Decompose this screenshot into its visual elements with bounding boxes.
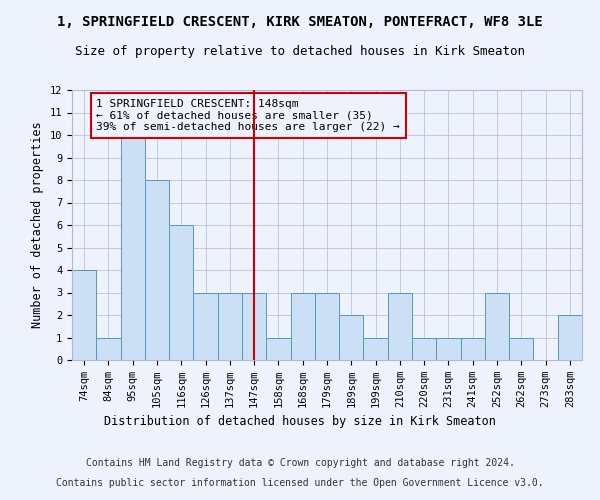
Text: 1 SPRINGFIELD CRESCENT: 148sqm
← 61% of detached houses are smaller (35)
39% of : 1 SPRINGFIELD CRESCENT: 148sqm ← 61% of … xyxy=(96,99,400,132)
Bar xyxy=(218,292,242,360)
Y-axis label: Number of detached properties: Number of detached properties xyxy=(31,122,44,328)
Bar xyxy=(121,135,145,360)
Text: 1, SPRINGFIELD CRESCENT, KIRK SMEATON, PONTEFRACT, WF8 3LE: 1, SPRINGFIELD CRESCENT, KIRK SMEATON, P… xyxy=(57,15,543,29)
Bar xyxy=(290,292,315,360)
Bar xyxy=(388,292,412,360)
Text: Size of property relative to detached houses in Kirk Smeaton: Size of property relative to detached ho… xyxy=(75,45,525,58)
Bar xyxy=(364,338,388,360)
Text: Contains public sector information licensed under the Open Government Licence v3: Contains public sector information licen… xyxy=(56,478,544,488)
Bar xyxy=(145,180,169,360)
Bar xyxy=(169,225,193,360)
Bar xyxy=(412,338,436,360)
Bar xyxy=(315,292,339,360)
Text: Distribution of detached houses by size in Kirk Smeaton: Distribution of detached houses by size … xyxy=(104,415,496,428)
Bar xyxy=(485,292,509,360)
Bar xyxy=(339,315,364,360)
Bar xyxy=(558,315,582,360)
Bar xyxy=(509,338,533,360)
Bar xyxy=(96,338,121,360)
Bar xyxy=(72,270,96,360)
Bar xyxy=(436,338,461,360)
Bar xyxy=(193,292,218,360)
Bar xyxy=(266,338,290,360)
Text: Contains HM Land Registry data © Crown copyright and database right 2024.: Contains HM Land Registry data © Crown c… xyxy=(86,458,514,468)
Bar xyxy=(461,338,485,360)
Bar xyxy=(242,292,266,360)
